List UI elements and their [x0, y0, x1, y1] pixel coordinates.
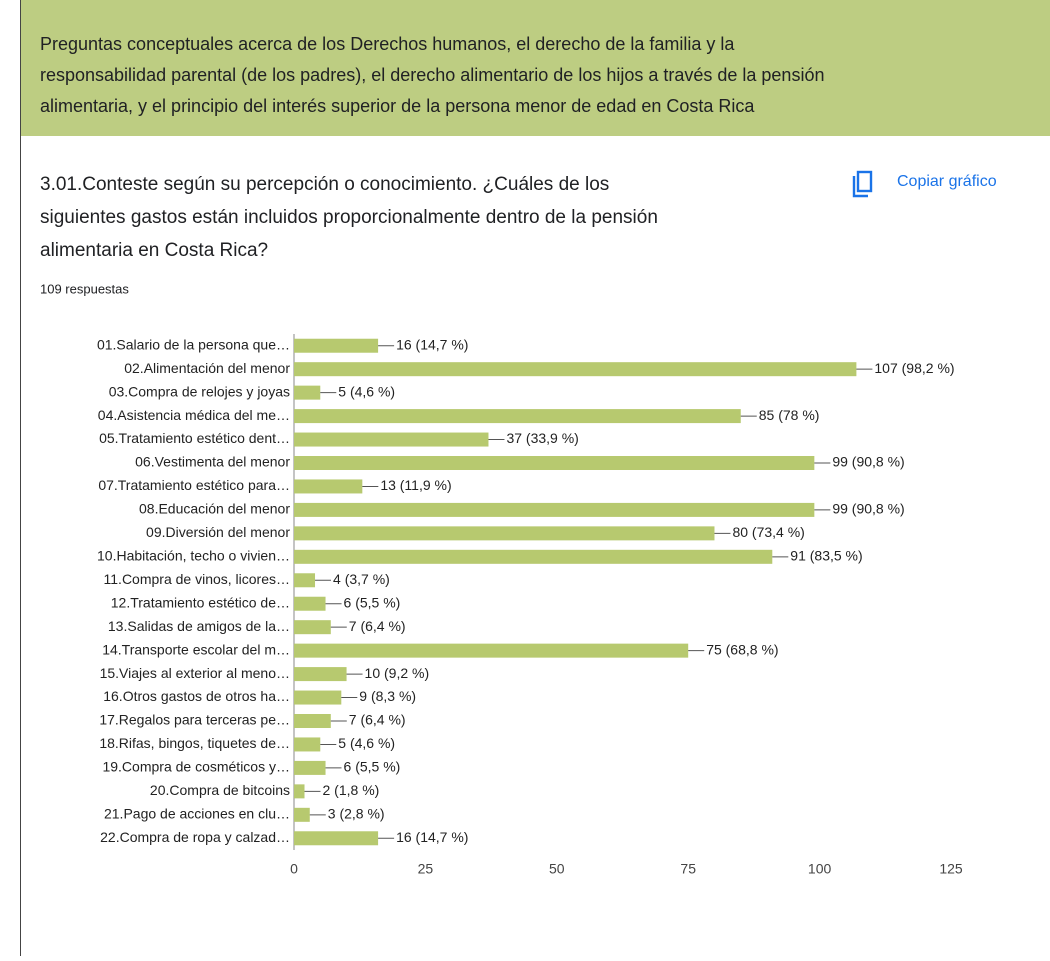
value-label: 16 (14,7 %): [396, 336, 468, 352]
value-label: 16 (14,7 %): [396, 829, 468, 845]
value-label: 80 (73,4 %): [732, 524, 804, 540]
bar: [294, 690, 342, 705]
x-tick-label: 0: [290, 861, 298, 877]
bar: [294, 502, 815, 517]
bar: [294, 831, 379, 846]
question-text: alimentaria en Costa Rica?: [40, 240, 268, 261]
bar: [294, 596, 326, 611]
value-label: 7 (6,4 %): [349, 712, 406, 728]
header-text: alimentaria, y el principio del interés …: [40, 96, 755, 116]
x-tick-label: 25: [418, 861, 434, 877]
y-tick-label: 09.Diversión del menor: [146, 524, 290, 540]
value-label: 99 (90,8 %): [832, 501, 904, 517]
header-band: [20, 0, 1050, 136]
bar: [294, 549, 773, 564]
bar: [294, 432, 489, 447]
bar: [294, 620, 331, 635]
x-tick-label: 75: [680, 861, 696, 877]
x-tick-label: 125: [939, 861, 963, 877]
value-label: 5 (4,6 %): [338, 735, 395, 751]
value-label: 3 (2,8 %): [328, 806, 385, 822]
bar: [294, 456, 815, 470]
question-text: siguientes gastos están incluidos propor…: [40, 207, 658, 228]
bar: [294, 409, 741, 424]
x-tick-label: 100: [808, 861, 832, 877]
y-tick-label: 07.Tratamiento estético para…: [98, 477, 290, 493]
value-label: 85 (78 %): [759, 407, 820, 423]
value-label: 5 (4,6 %): [338, 383, 395, 399]
y-tick-label: 15.Viajes al exterior al meno…: [100, 665, 290, 681]
value-label: 10 (9,2 %): [365, 665, 430, 681]
copy-icon[interactable]: [852, 176, 868, 198]
bar: [294, 338, 379, 353]
value-label: 6 (5,5 %): [344, 594, 401, 610]
value-label: 75 (68,8 %): [706, 641, 778, 657]
y-tick-label: 12.Tratamiento estético de…: [111, 594, 290, 610]
value-label: 91 (83,5 %): [790, 548, 862, 564]
y-tick-label: 19.Compra de cosméticos y…: [102, 759, 290, 775]
y-tick-label: 21.Pago de acciones en clu…: [104, 806, 290, 822]
value-label: 7 (6,4 %): [349, 618, 406, 634]
x-tick-label: 50: [549, 861, 565, 877]
value-label: 9 (8,3 %): [359, 688, 416, 704]
value-label: 37 (33,9 %): [506, 430, 578, 446]
question-text: 3.01.Conteste según su percepción o cono…: [40, 174, 609, 195]
bar: [294, 784, 305, 799]
value-label: 4 (3,7 %): [333, 571, 390, 587]
bar: [294, 807, 310, 822]
header-text: Preguntas conceptuales acerca de los Der…: [40, 34, 735, 54]
bar: [294, 385, 321, 400]
y-tick-label: 11.Compra de vinos, licores…: [104, 571, 290, 587]
y-tick-label: 08.Educación del menor: [139, 501, 290, 517]
y-tick-label: 05.Tratamiento estético dent…: [99, 430, 290, 446]
y-tick-label: 16.Otros gastos de otros ha…: [103, 688, 290, 704]
bar: [294, 643, 689, 658]
y-tick-label: 20.Compra de bitcoins: [150, 782, 290, 798]
value-label: 6 (5,5 %): [344, 759, 401, 775]
bar: [294, 667, 347, 682]
header-text: responsabilidad parental (de los padres)…: [40, 65, 824, 85]
bar: [294, 479, 363, 494]
y-tick-label: 18.Rifas, bingos, tiquetes de…: [99, 735, 290, 751]
y-tick-label: 14.Transporte escolar del m…: [102, 641, 290, 657]
y-tick-label: 17.Regalos para terceras pe…: [99, 712, 290, 728]
y-tick-label: 13.Salidas de amigos de la…: [108, 618, 290, 634]
bar: [294, 573, 316, 588]
y-tick-label: 01.Salario de la persona que…: [97, 336, 290, 352]
bar: [294, 362, 857, 377]
copy-icon[interactable]: [856, 170, 873, 193]
value-label: 99 (90,8 %): [832, 454, 904, 470]
y-tick-label: 04.Asistencia médica del me…: [98, 407, 290, 423]
y-tick-label: 22.Compra de ropa y calzad…: [100, 829, 290, 845]
value-label: 107 (98,2 %): [874, 360, 954, 376]
responses-count: 109 respuestas: [40, 281, 129, 296]
y-tick-label: 10.Habitación, techo o vivien…: [97, 548, 290, 564]
bar: [294, 526, 715, 541]
y-tick-label: 06.Vestimenta del menor: [135, 454, 290, 470]
value-label: 2 (1,8 %): [323, 782, 380, 798]
copy-button[interactable]: Copiar gráfico: [897, 173, 997, 190]
bar: [294, 714, 331, 728]
value-label: 13 (11,9 %): [380, 477, 451, 493]
y-tick-label: 03.Compra de relojes y joyas: [109, 383, 290, 399]
bar: [294, 760, 326, 775]
bar: [294, 737, 321, 752]
y-tick-label: 02.Alimentación del menor: [124, 360, 290, 376]
